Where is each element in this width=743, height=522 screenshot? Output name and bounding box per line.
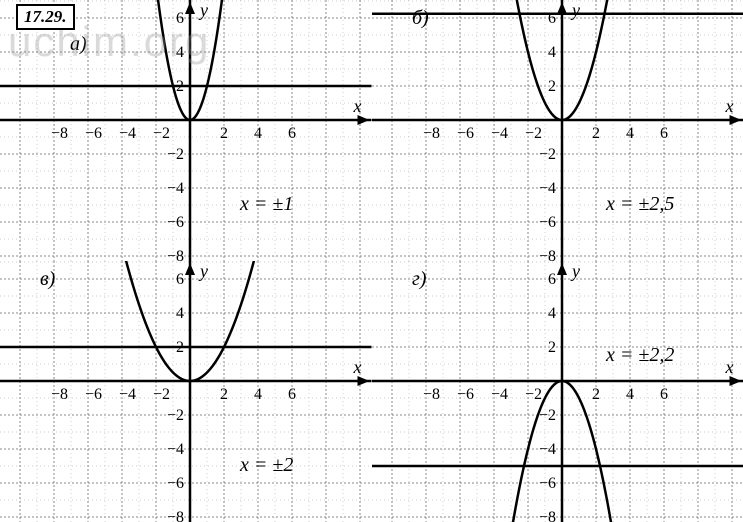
chart-grid: xy−8−6−4−2246246−2−4−6−8а)x = ±1 xy−8−6−… xyxy=(0,0,743,522)
svg-text:−6: −6 xyxy=(538,475,555,492)
svg-text:−4: −4 xyxy=(538,180,555,197)
svg-text:−6: −6 xyxy=(85,125,102,142)
panel-v: xy−8−6−4−2246246−2−4−6−8в)x = ±2 xyxy=(0,261,372,522)
svg-text:−6: −6 xyxy=(457,125,474,142)
svg-text:6: 6 xyxy=(176,10,184,27)
svg-text:6: 6 xyxy=(288,125,296,142)
svg-text:−8: −8 xyxy=(538,248,555,261)
svg-text:4: 4 xyxy=(254,386,262,403)
svg-text:−6: −6 xyxy=(167,214,184,231)
svg-text:−2: −2 xyxy=(538,146,555,163)
panel-g: x y −8 −6 −4 −2 2 4 6 2 4 6 −2 −4 −6 −8 г) x = ±2,2 xyxy=(372,261,743,522)
svg-text:−6: −6 xyxy=(167,475,184,492)
svg-text:−2: −2 xyxy=(525,125,542,142)
panel-b: xy−8−6−4−2246246−2−4−6−8б)x = ±2,5 xyxy=(372,0,743,261)
panel-a: xy−8−6−4−2246246−2−4−6−8а)x = ±1 xyxy=(0,0,372,261)
svg-text:а): а) xyxy=(70,33,87,55)
svg-text:−2: −2 xyxy=(525,386,542,403)
svg-text:6: 6 xyxy=(660,125,668,142)
svg-text:4: 4 xyxy=(254,125,262,142)
svg-text:−4: −4 xyxy=(491,386,508,403)
svg-text:−6: −6 xyxy=(538,214,555,231)
svg-text:−8: −8 xyxy=(423,386,440,403)
svg-text:б): б) xyxy=(412,7,429,29)
svg-text:x: x xyxy=(724,357,733,377)
svg-text:−2: −2 xyxy=(167,407,184,424)
exercise-label: 17.29. xyxy=(16,4,75,30)
svg-text:−8: −8 xyxy=(51,386,68,403)
svg-text:4: 4 xyxy=(626,125,634,142)
svg-text:−8: −8 xyxy=(51,125,68,142)
svg-text:−4: −4 xyxy=(167,180,184,197)
svg-text:2: 2 xyxy=(592,125,600,142)
svg-text:−4: −4 xyxy=(119,386,136,403)
svg-text:6: 6 xyxy=(176,271,184,288)
svg-text:4: 4 xyxy=(626,386,634,403)
svg-text:2: 2 xyxy=(548,339,556,356)
svg-text:−2: −2 xyxy=(538,407,555,424)
svg-text:x: x xyxy=(353,357,362,377)
svg-text:2: 2 xyxy=(548,78,556,95)
svg-text:−8: −8 xyxy=(538,509,555,522)
svg-text:4: 4 xyxy=(548,44,556,61)
svg-text:y: y xyxy=(570,0,580,20)
svg-text:−4: −4 xyxy=(119,125,136,142)
svg-text:6: 6 xyxy=(660,386,668,403)
svg-text:−4: −4 xyxy=(538,441,555,458)
svg-text:−6: −6 xyxy=(85,386,102,403)
svg-text:−2: −2 xyxy=(167,146,184,163)
svg-text:x = ±2,5: x = ±2,5 xyxy=(605,193,674,215)
svg-text:−4: −4 xyxy=(491,125,508,142)
svg-text:2: 2 xyxy=(592,386,600,403)
svg-text:y: y xyxy=(198,261,208,281)
svg-text:−6: −6 xyxy=(457,386,474,403)
svg-text:6: 6 xyxy=(548,271,556,288)
svg-text:x = ±2: x = ±2 xyxy=(239,454,293,476)
svg-text:x = ±2,2: x = ±2,2 xyxy=(605,344,674,366)
svg-text:y: y xyxy=(198,0,208,20)
svg-text:−2: −2 xyxy=(153,125,170,142)
svg-text:−8: −8 xyxy=(423,125,440,142)
svg-text:в): в) xyxy=(40,268,56,290)
svg-text:x = ±1: x = ±1 xyxy=(239,193,293,215)
svg-text:y: y xyxy=(570,261,580,281)
svg-text:−2: −2 xyxy=(153,386,170,403)
svg-text:−4: −4 xyxy=(167,441,184,458)
svg-text:−8: −8 xyxy=(167,248,184,261)
svg-text:4: 4 xyxy=(176,305,184,322)
svg-text:−8: −8 xyxy=(167,509,184,522)
svg-text:г): г) xyxy=(412,268,427,290)
svg-text:6: 6 xyxy=(288,386,296,403)
svg-text:2: 2 xyxy=(220,386,228,403)
svg-text:x: x xyxy=(353,96,362,116)
svg-text:2: 2 xyxy=(220,125,228,142)
svg-text:x: x xyxy=(724,96,733,116)
svg-text:4: 4 xyxy=(548,305,556,322)
svg-text:4: 4 xyxy=(176,44,184,61)
